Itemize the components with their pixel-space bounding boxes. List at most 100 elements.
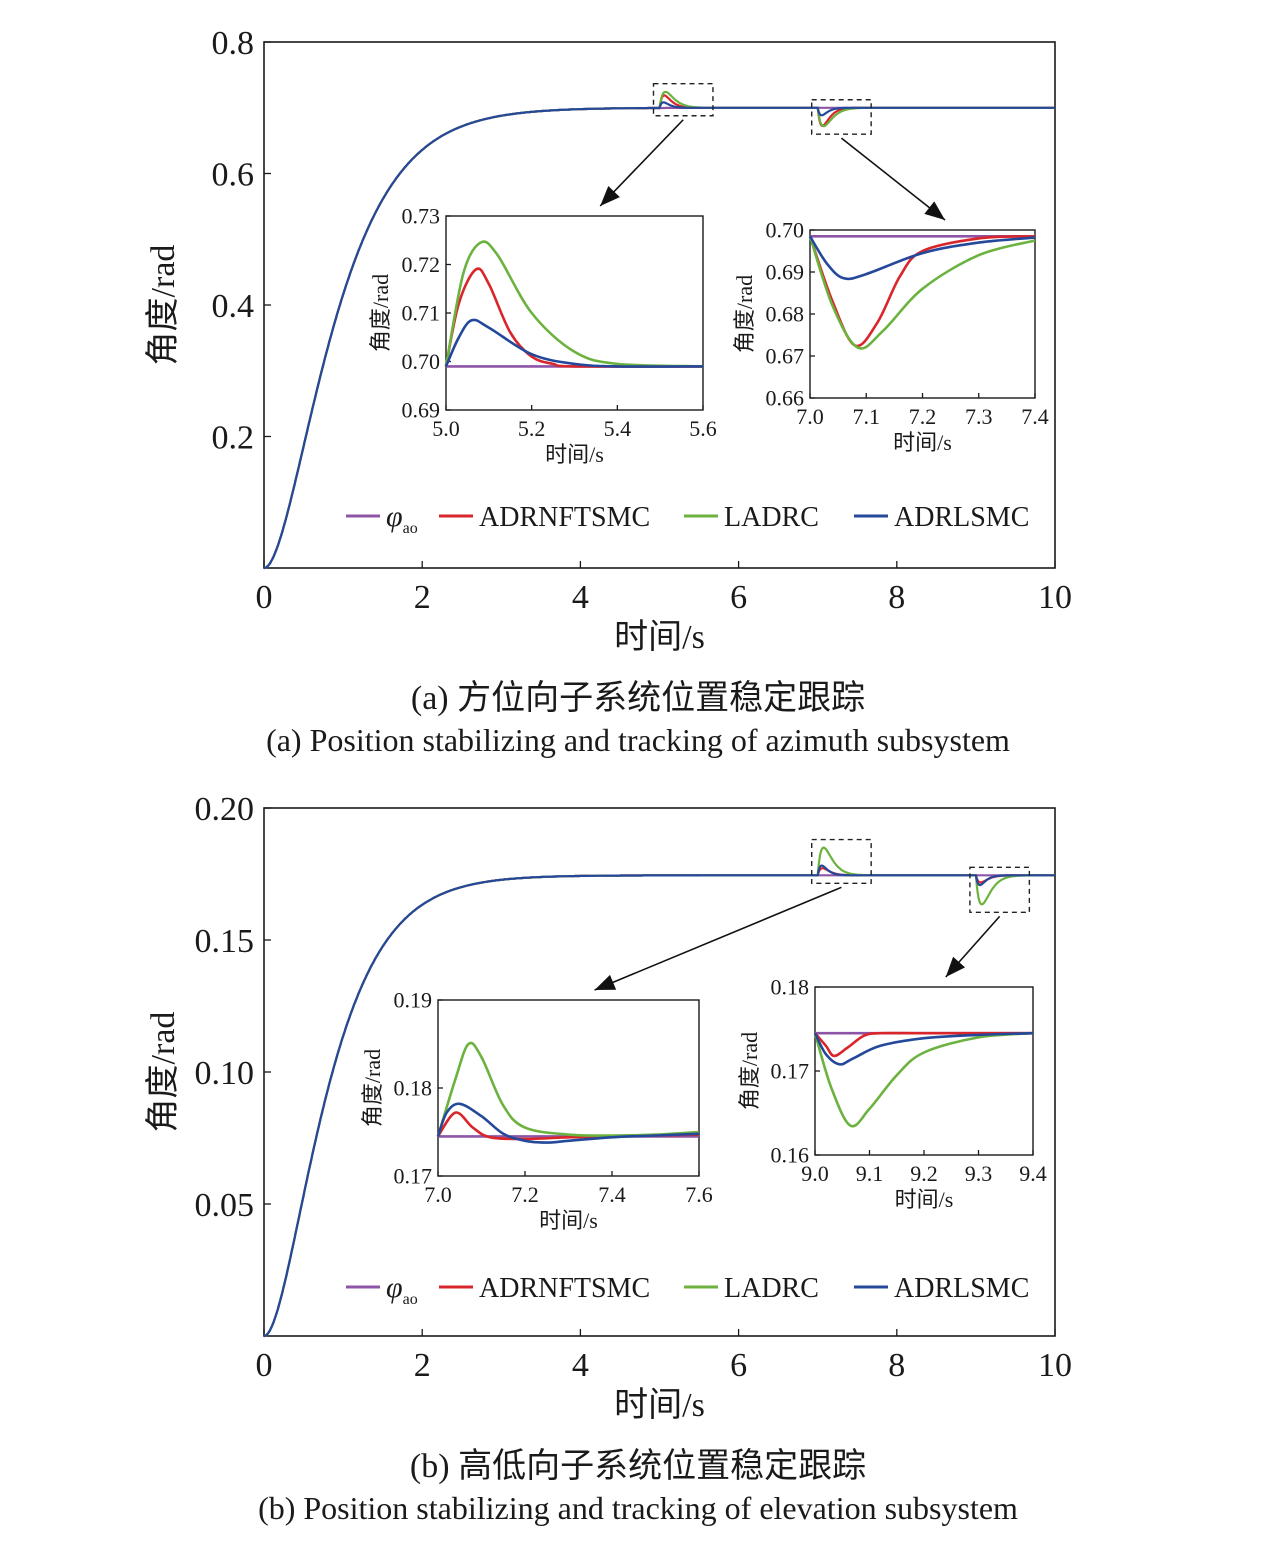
a-inset-2-series-ladrc [808,235,1036,350]
b-main-legend: φao ADRNFTSMC LADRC ADRLSMC [346,1271,1029,1308]
a-inset-2-series-adrlsmc [808,235,1036,281]
a-main-ytick-label: 0.6 [212,156,255,193]
a-inset-1-series-adrnftsmc [444,267,704,368]
a-inset-1-xtick-label: 5.0 [432,416,460,441]
a-main-zoom-box-2 [811,99,872,135]
b-main-ytick-label: 0.05 [195,1187,255,1224]
caption-b-chinese: (b) 高低向子系统位置稳定跟踪 [409,1448,867,1485]
b-main-zoom-box-2 [969,866,1031,914]
b-inset-2-series-group [813,1031,1034,1128]
a-main-xtick-label: 10 [1038,579,1072,616]
b-main-xtick-label: 8 [888,1347,905,1384]
a-inset-2-xtick-label: 7.2 [909,404,937,429]
b-inset-1-xtick-label: 7.0 [424,1182,452,1207]
b-main-xtick-label: 2 [414,1347,431,1384]
a-inset-2-xtick-label: 7.0 [796,404,824,429]
a-inset-2-xaxis-title: 时间/s [893,430,952,455]
a-inset-1-yaxis-title: 角度/rad [368,274,393,352]
a-inset-1-xtick-label: 5.4 [604,416,632,441]
b-main-yaxis-title: 角度/rad [144,1012,182,1133]
b-main-ytick-label: 0.15 [195,923,255,960]
b-inset-1-yaxis-title: 角度/rad [360,1049,385,1127]
b-main-legend-label: ADRLSMC [894,1273,1029,1304]
b-main-legend-label: ADRNFTSMC [479,1273,650,1304]
b-inset-2-ytick-label: 0.18 [771,975,810,1000]
a-inset-1-ytick-label: 0.69 [402,398,441,423]
a-main-xtick-label: 8 [888,579,905,616]
a-main-xtick-label: 2 [414,579,431,616]
b-inset-1-xtick-label: 7.2 [511,1182,539,1207]
b-main-xtick-label: 6 [730,1347,747,1384]
b-inset-2-plot-frame [814,986,1034,1156]
b-main-xtick-label: 4 [572,1347,589,1384]
a-main-zoom-arrow-2 [840,137,946,221]
b-main-ytick-label: 0.20 [195,791,255,828]
b-inset-2-yaxis-title: 角度/rad [737,1032,762,1110]
caption-a-chinese: (a) 方位向子系统位置稳定跟踪 [410,680,866,717]
b-inset-2-xtick-label: 9.1 [856,1161,884,1186]
a-main-series-adrlsmc [263,101,1055,570]
a-main-yaxis-title: 角度/rad [144,245,182,366]
a-inset-2-xtick-label: 7.4 [1021,404,1049,429]
b-main-zoom-arrowhead-2 [945,956,966,977]
a-inset-1-series-group [444,240,704,368]
a-inset-1-xaxis-title: 时间/s [545,442,604,467]
a-inset-1-series-adrlsmc [444,318,704,368]
b-main-xtick-label: 10 [1038,1347,1072,1384]
a-main-xtick-label: 4 [572,579,589,616]
caption-b-english: (b) Position stabilizing and tracking of… [258,1490,1018,1526]
a-inset-2-ytick-label: 0.68 [766,302,805,327]
b-main-zoom-arrow-1 [594,886,842,991]
b-main-xtick-label: 0 [256,1347,273,1384]
a-main-ytick-label: 0.4 [212,288,255,325]
a-inset-1-xtick-label: 5.6 [689,416,717,441]
a-main-legend-label: ADRNFTSMC [479,502,650,533]
b-main-xaxis-title: 时间/s [614,1387,705,1424]
b-main-series-group [263,846,1055,1338]
b-inset-2-xtick-label: 9.4 [1019,1161,1047,1186]
a-inset-1-ytick-label: 0.73 [402,204,441,229]
a-inset-2-yaxis-title: 角度/rad [732,275,757,353]
b-main-zoom-box-1 [811,838,872,885]
a-main-legend-label: LADRC [724,502,819,533]
a-inset-2-ytick-label: 0.69 [766,260,805,285]
a-main-ytick-label: 0.8 [212,25,255,62]
b-inset-1-xaxis-title: 时间/s [539,1208,598,1233]
a-inset-2-plot-frame [809,229,1036,399]
a-main-series-group [263,90,1055,570]
b-inset-1-xtick-label: 7.6 [685,1182,713,1207]
b-inset-1-xtick-label: 7.4 [598,1182,626,1207]
b-inset-2-series-ladrc [813,1031,1034,1128]
a-inset-2-xtick-label: 7.1 [853,404,881,429]
b-inset-1-series-group [436,1041,700,1144]
a-inset-1-axes: 5.0 5.2 5.4 5.6 0.69 0.70 0.71 0.72 0.73 时间/s 角度/r… [368,204,717,467]
a-main-zoom-box-1 [652,82,714,117]
a-main-zoom-arrowhead-1 [600,186,620,206]
b-inset-2-xaxis-title: 时间/s [895,1187,954,1212]
a-inset-2-series-group [808,235,1036,350]
a-inset-2-axes: 7.0 7.1 7.2 7.3 7.4 0.66 0.67 0.68 0.69 0.70 时间/s 角… [732,218,1049,455]
b-main-ytick-label: 0.10 [195,1055,255,1092]
a-main-xtick-label: 6 [730,579,747,616]
a-main-legend-label: ADRLSMC [894,502,1029,533]
a-inset-2-ytick-label: 0.66 [766,386,805,411]
caption-a-english: (a) Position stabilizing and tracking of… [266,722,1010,758]
a-inset-1-ytick-label: 0.70 [402,349,441,374]
a-inset-2-ytick-label: 0.70 [766,218,805,243]
b-inset-2-series-adrnftsmc [814,1031,1033,1058]
b-main-zoom-arrowhead-1 [594,974,617,990]
b-inset-2-xtick-label: 9.3 [965,1161,993,1186]
b-inset-1-ytick-label: 0.19 [394,988,433,1013]
a-main-xaxis-title: 时间/s [614,619,705,656]
a-inset-1-xtick-label: 5.2 [518,416,546,441]
b-inset-2-ytick-label: 0.16 [771,1143,810,1168]
b-main-legend-label: LADRC [724,1273,819,1304]
a-main-ytick-label: 0.2 [212,419,255,456]
a-inset-2-series-adrnftsmc [808,235,1036,348]
b-inset-1-ytick-label: 0.18 [394,1076,433,1101]
b-inset-2-series-adrlsmc [813,1031,1034,1066]
b-main-series-adrlsmc [263,864,1055,1338]
a-inset-2-ytick-label: 0.67 [766,344,805,369]
a-main-legend: φao ADRNFTSMC LADRC ADRLSMC [346,500,1029,537]
